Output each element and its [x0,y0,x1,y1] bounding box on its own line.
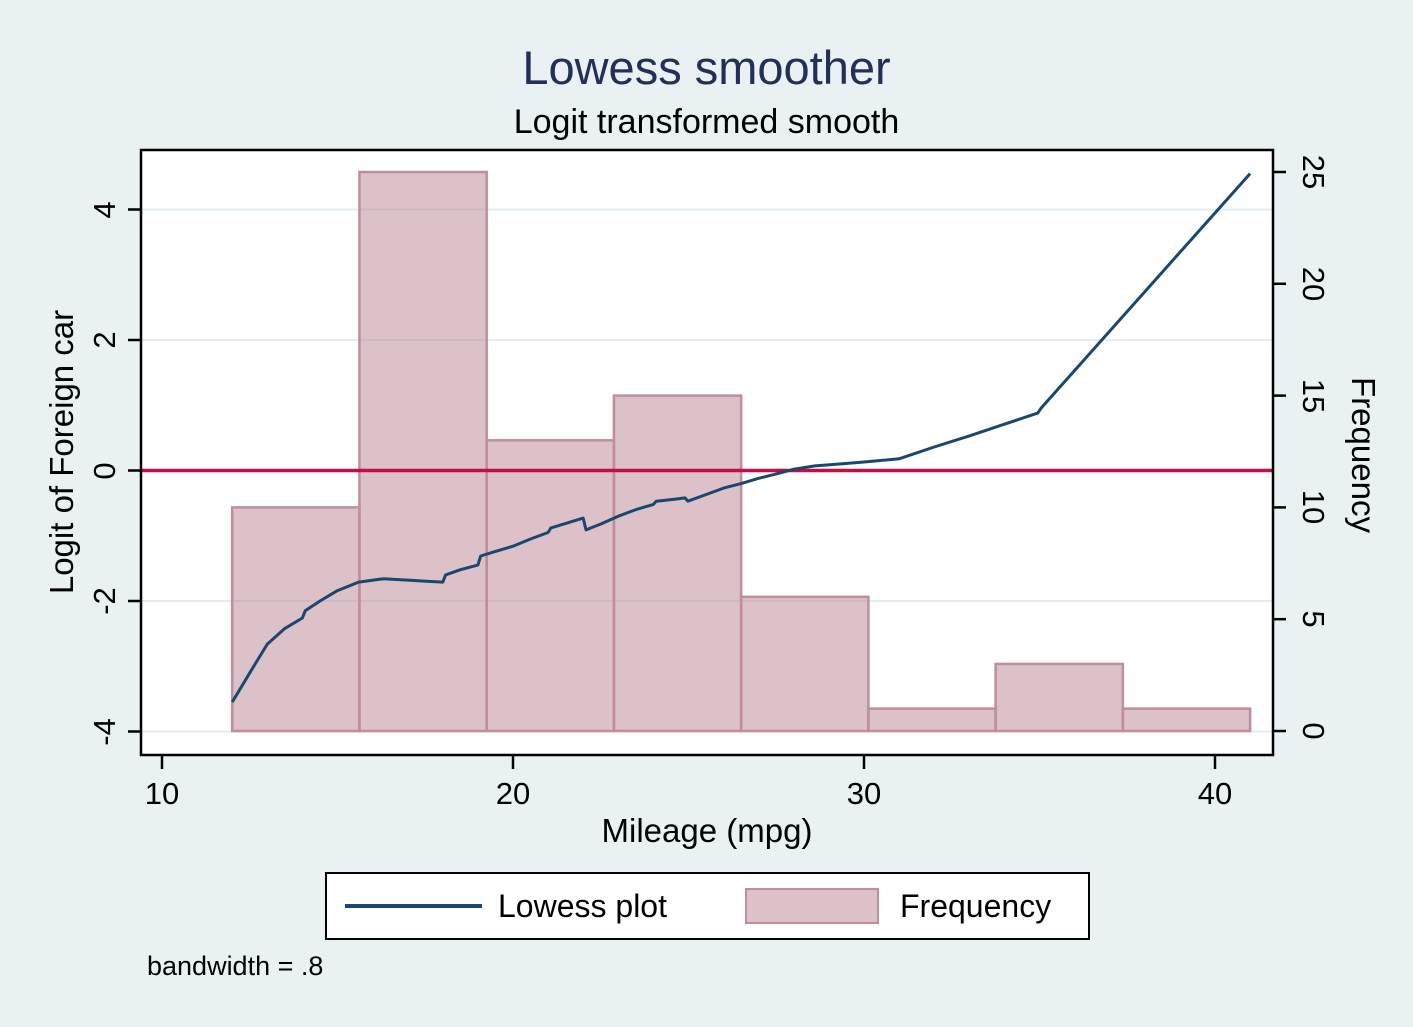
legend-label-lowess: Lowess plot [498,888,667,924]
right-axis-tick-label: 10 [1296,490,1331,525]
chart-subtitle: Logit transformed smooth [513,103,900,141]
legend-label-frequency: Frequency [900,888,1052,924]
histogram-bar [994,662,1125,733]
legend-line-sample [345,904,482,908]
right-axis-title: Frequency [1345,377,1382,533]
x-axis-tick-label: 30 [846,776,882,811]
right-axis-tick-label: 20 [1296,266,1331,302]
x-axis-tick-label: 20 [495,776,531,811]
histogram-bar [612,394,743,733]
legend: Lowess plot Frequency [325,872,1090,940]
plot-frame [139,148,1275,757]
left-axis-tick-label: 2 [87,331,122,349]
bandwidth-note: bandwidth = .8 [147,951,324,981]
histogram-bar [739,595,870,733]
histogram-bar [358,170,488,733]
right-axis-tick-label: 25 [1296,154,1331,190]
histogram-bar [867,707,997,733]
left-axis-tick-label: 0 [87,461,122,480]
left-axis-tick-label: -2 [87,587,122,615]
legend-bar-swatch [745,888,879,924]
chart-title: Lowess smoother [522,41,891,94]
right-axis-tick-label: 5 [1296,610,1331,628]
left-axis-tick-label: -4 [87,717,122,746]
x-axis-tick-label: 10 [144,776,180,811]
x-axis-tick-label: 40 [1197,776,1233,811]
right-axis-tick-label: 15 [1296,378,1331,413]
histogram-bar [230,506,361,733]
left-axis-title: Logit of Foreign car [43,309,80,595]
right-axis-tick-label: 0 [1296,722,1331,740]
x-axis-title: Mileage (mpg) [601,812,813,849]
lowess-line [230,172,1252,703]
left-axis-tick-label: 4 [87,200,122,219]
histogram-bar [485,439,616,733]
histogram-bar [1121,707,1252,733]
